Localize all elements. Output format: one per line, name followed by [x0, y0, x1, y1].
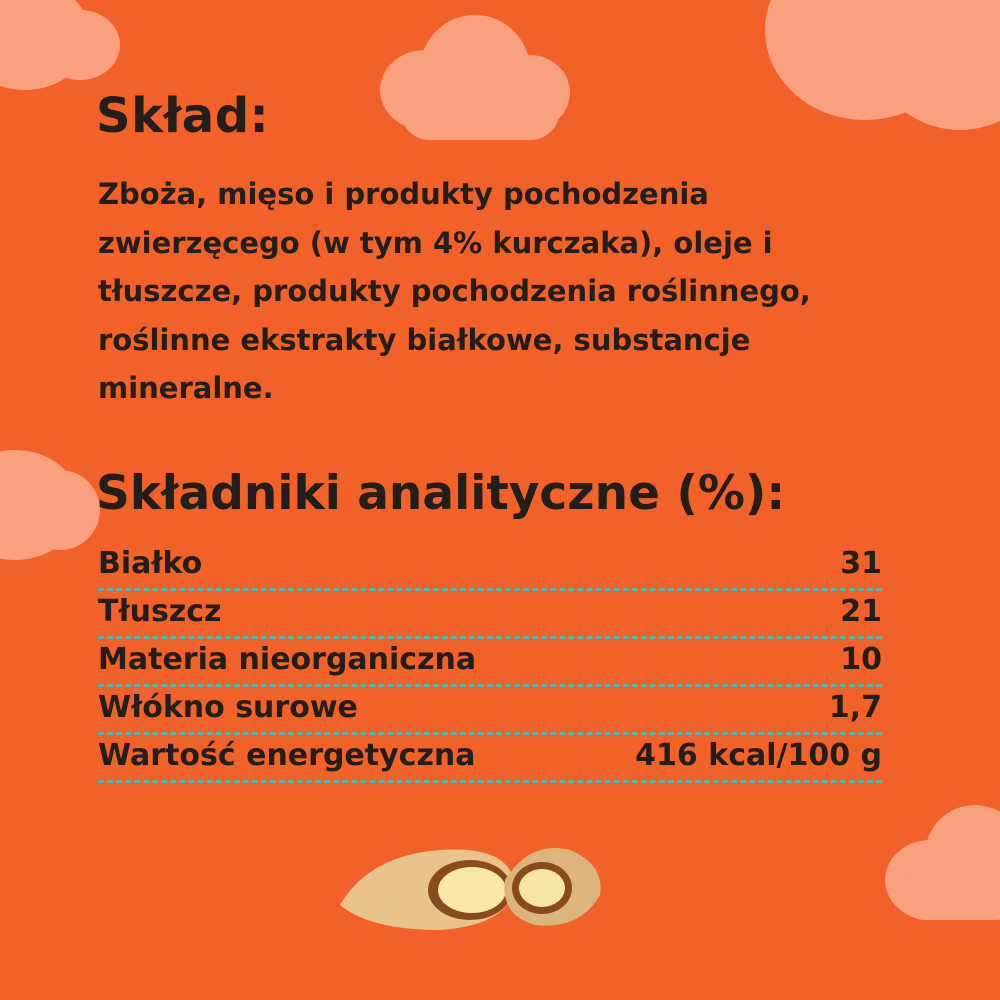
analytical-table: Białko 31 Tłuszcz 21 Materia nieorganiczna…: [98, 543, 882, 783]
row-label: Materia nieorganiczna: [98, 642, 477, 677]
row-value: 21: [840, 594, 882, 629]
row-value: 1,7: [828, 690, 882, 725]
row-value: 10: [840, 642, 882, 677]
row-label: Białko: [98, 546, 203, 581]
table-row: Materia nieorganiczna 10: [98, 639, 882, 687]
table-row: Wartość energetyczna 416 kcal/100 g: [98, 735, 882, 783]
analytical-title: Składniki analityczne (%):: [96, 466, 786, 521]
snack-piece-left: [340, 849, 515, 930]
composition-text: Zboża, mięso i produkty pochodzenia zwie…: [98, 177, 811, 405]
row-value: 416 kcal/100 g: [635, 738, 882, 773]
row-label: Wartość energetyczna: [98, 738, 476, 773]
table-row: Tłuszcz 21: [98, 591, 882, 639]
row-value: 31: [840, 546, 882, 581]
composition-title: Skład:: [96, 88, 270, 144]
row-label: Włókno surowe: [98, 690, 358, 725]
table-row: Białko 31: [98, 543, 882, 591]
snack-image: [340, 848, 601, 930]
snack-piece-right: [504, 848, 601, 926]
row-label: Tłuszcz: [98, 594, 222, 629]
table-row: Włókno surowe 1,7: [98, 687, 882, 735]
